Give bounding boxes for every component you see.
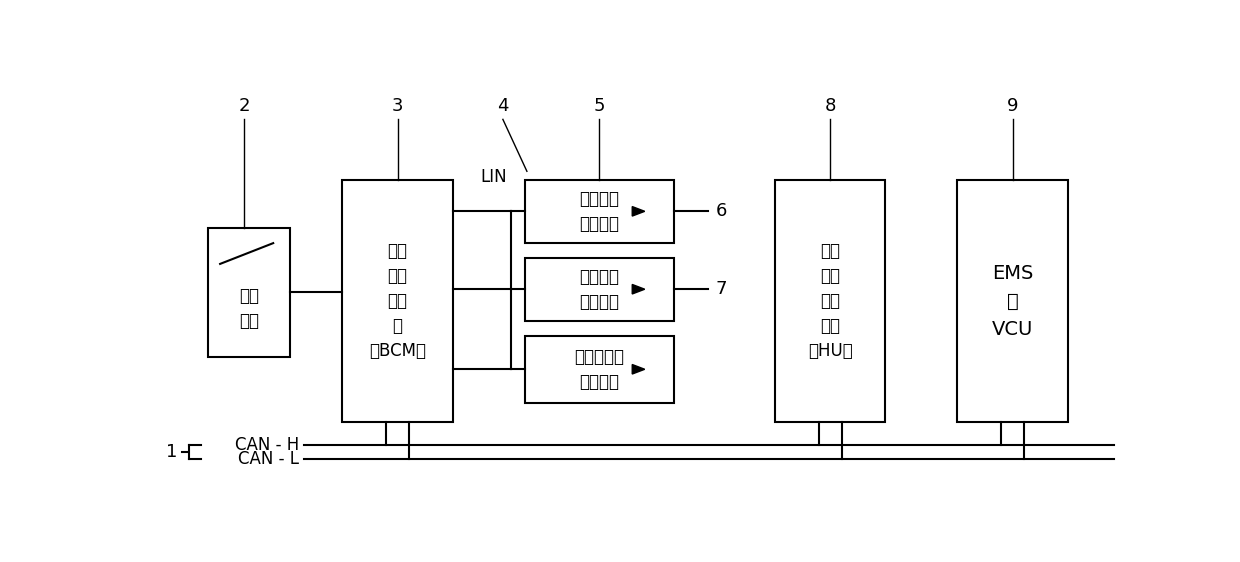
Polygon shape	[632, 207, 645, 216]
Bar	[525, 180, 675, 243]
Text: 点火
开关: 点火 开关	[238, 287, 259, 329]
Text: 3: 3	[392, 97, 403, 115]
Text: CAN - L: CAN - L	[238, 450, 299, 468]
Text: 5: 5	[594, 97, 605, 115]
Text: 8: 8	[825, 97, 836, 115]
Text: 2: 2	[238, 97, 249, 115]
Text: 9: 9	[1007, 97, 1018, 115]
Text: LIN: LIN	[480, 169, 507, 187]
Bar	[342, 180, 453, 422]
Text: CAN - H: CAN - H	[234, 436, 299, 454]
Text: 车载
信息
娱乐
终端
（HU）: 车载 信息 娱乐 终端 （HU）	[807, 242, 852, 360]
Text: 6: 6	[715, 202, 727, 220]
Text: 1: 1	[166, 443, 177, 461]
Bar	[775, 180, 885, 422]
Text: 右前门光
导氛围灯: 右前门光 导氛围灯	[579, 268, 620, 311]
Bar	[957, 180, 1068, 422]
Text: 左前门光
导氛围灯: 左前门光 导氛围灯	[579, 190, 620, 233]
Text: 仪表台板光
导氛围灯: 仪表台板光 导氛围灯	[574, 348, 625, 391]
Polygon shape	[632, 365, 645, 374]
Bar	[525, 258, 675, 320]
Bar	[525, 336, 675, 403]
Text: EMS
或
VCU: EMS 或 VCU	[992, 264, 1033, 339]
Text: 7: 7	[715, 280, 727, 298]
Text: 车身
智能
控制
器
（BCM）: 车身 智能 控制 器 （BCM）	[370, 242, 427, 360]
Bar	[208, 228, 290, 357]
Polygon shape	[632, 284, 645, 294]
Text: 4: 4	[497, 97, 508, 115]
